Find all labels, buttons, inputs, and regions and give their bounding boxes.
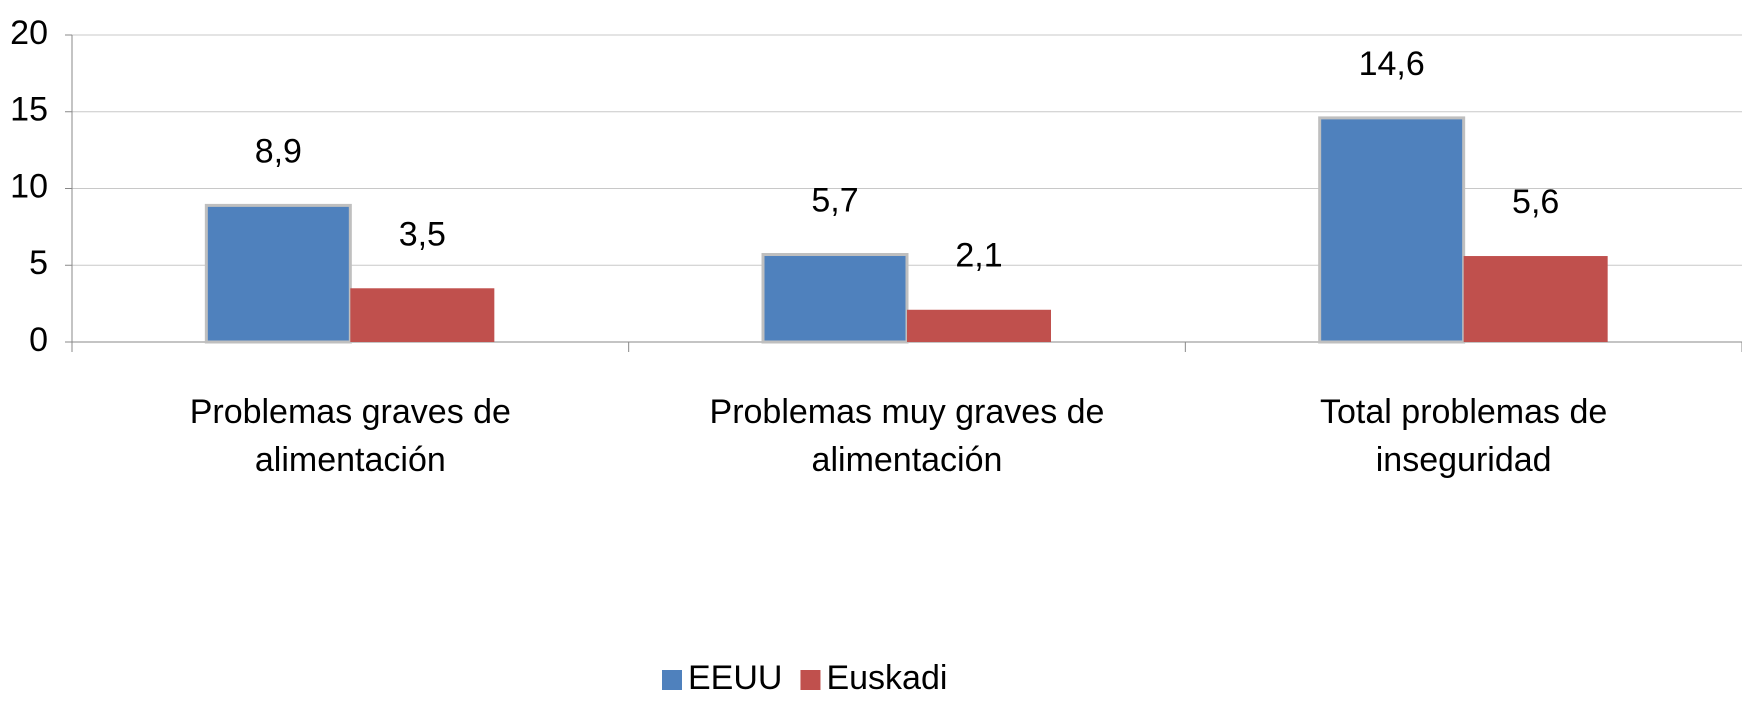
x-tick-label: Problemas graves de alimentación xyxy=(189,393,511,479)
bar xyxy=(1463,256,1608,342)
y-tick-label: 10 xyxy=(10,167,48,205)
legend-swatch xyxy=(800,670,821,690)
y-tick-label: 0 xyxy=(29,321,48,359)
x-tick-label: Problemas muy graves de alimentación xyxy=(709,393,1105,479)
data-label: 8,9 xyxy=(255,132,302,170)
bar xyxy=(1318,116,1466,344)
legend-swatch xyxy=(662,670,682,690)
legend-label: Euskadi xyxy=(826,659,947,697)
data-label: 3,5 xyxy=(399,215,446,253)
bar xyxy=(204,203,352,344)
data-label: 5,7 xyxy=(811,181,858,219)
bar xyxy=(907,309,1051,342)
y-tick-label: 5 xyxy=(29,244,48,282)
data-label: 2,1 xyxy=(955,237,1002,275)
bar xyxy=(350,288,495,342)
data-label: 5,6 xyxy=(1512,183,1559,221)
legend-label: EEUU xyxy=(688,659,782,697)
y-tick-label: 20 xyxy=(10,14,48,52)
data-label: 14,6 xyxy=(1359,45,1425,83)
y-tick-label: 15 xyxy=(10,91,48,129)
x-tick-label: Total problemas de inseguridad xyxy=(1320,393,1608,479)
bar xyxy=(761,253,909,344)
